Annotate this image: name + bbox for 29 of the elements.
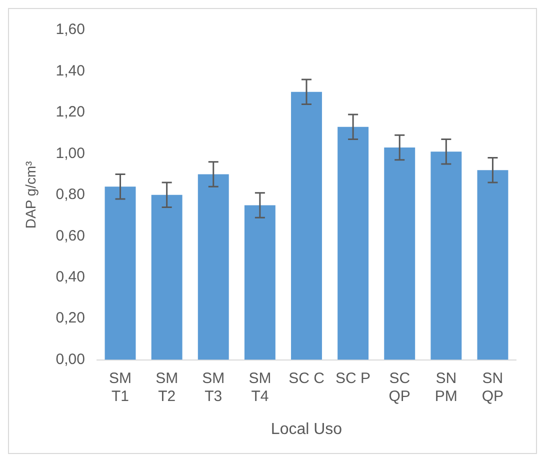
bar xyxy=(384,147,416,360)
x-tick-label: SC C xyxy=(288,370,325,387)
x-tick-label: SM T3 xyxy=(202,370,225,405)
x-tick-label: SN QP xyxy=(482,370,504,405)
bar xyxy=(198,174,229,360)
bar xyxy=(151,194,182,360)
y-tick-label: 1,60 xyxy=(56,21,85,38)
x-tick-label: SM T1 xyxy=(109,370,132,405)
x-axis-title: Local Uso xyxy=(270,420,342,438)
x-tick-label: SC P xyxy=(336,370,371,387)
bar xyxy=(477,170,508,360)
y-tick-label: 0,20 xyxy=(56,310,85,327)
y-tick-label: 1,00 xyxy=(56,144,85,162)
bar xyxy=(338,126,369,360)
y-tick-label: 0,00 xyxy=(56,350,85,368)
y-tick-label: 0,40 xyxy=(56,268,85,286)
x-tick-label: SM T4 xyxy=(248,370,272,405)
x-tick-label: SM T2 xyxy=(156,370,178,405)
bar xyxy=(104,186,136,360)
bar xyxy=(291,92,322,360)
y-tick-label: 1,20 xyxy=(56,104,85,121)
x-tick-label: SN PM xyxy=(434,370,458,405)
bar xyxy=(430,152,462,360)
x-tick-label: SC QP xyxy=(388,370,410,405)
y-tick-label: 1,40 xyxy=(56,62,85,80)
y-tick-label: 0,80 xyxy=(56,186,85,204)
bar xyxy=(244,205,276,360)
y-axis-title: DAP g/cm³ xyxy=(22,160,38,229)
y-tick-label: 0,60 xyxy=(56,227,85,244)
